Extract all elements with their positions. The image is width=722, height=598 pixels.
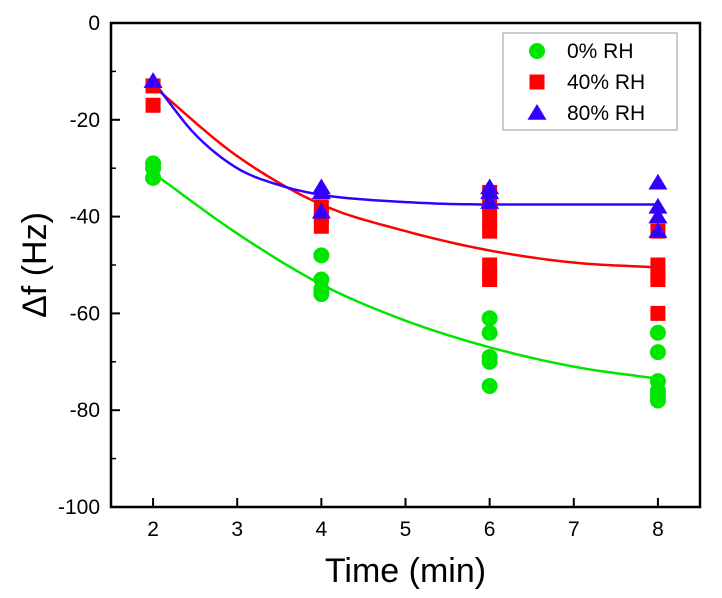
fit-curve-40pct-rh bbox=[152, 84, 658, 269]
data-point-80pct-rh bbox=[480, 183, 500, 200]
x-axis-title: Time (min) bbox=[325, 552, 486, 590]
data-point-80pct-rh bbox=[480, 193, 500, 209]
data-point-0pct-rh bbox=[649, 324, 666, 341]
data-point-40pct-rh bbox=[482, 272, 498, 288]
data-point-0pct-rh bbox=[649, 392, 666, 409]
y-tick-label: 0 bbox=[88, 12, 100, 35]
data-point-80pct-rh bbox=[648, 222, 668, 238]
y-tick-label: -40 bbox=[70, 206, 100, 229]
data-points bbox=[143, 72, 668, 409]
data-point-40pct-rh bbox=[482, 223, 498, 239]
legend: 0% RH 40% RH 80% RH bbox=[502, 32, 678, 131]
x-tick-label: 6 bbox=[484, 518, 496, 541]
x-tick-label: 8 bbox=[652, 518, 664, 541]
data-point-80pct-rh bbox=[648, 197, 668, 214]
legend-label-40pct-rh: 40% RH bbox=[567, 71, 645, 94]
data-point-0pct-rh bbox=[145, 169, 162, 186]
data-point-80pct-rh bbox=[648, 207, 668, 224]
legend-label-80pct-rh: 80% RH bbox=[567, 102, 645, 125]
data-point-80pct-rh bbox=[648, 173, 668, 190]
y-tick-label: -20 bbox=[70, 109, 100, 132]
fit-curve-0pct-rh bbox=[152, 171, 659, 380]
y-tick-label: -60 bbox=[70, 302, 100, 325]
x-tick-label: 7 bbox=[568, 518, 580, 541]
data-point-80pct-rh bbox=[311, 183, 331, 200]
y-tick-label: -100 bbox=[58, 496, 100, 519]
data-point-40pct-rh bbox=[650, 305, 666, 321]
y-tick-label: -80 bbox=[70, 399, 100, 422]
data-point-80pct-rh bbox=[311, 202, 331, 219]
x-tick-label: 2 bbox=[147, 518, 159, 541]
legend-marker-40pct-rh bbox=[529, 74, 545, 90]
data-point-0pct-rh bbox=[313, 286, 330, 303]
x-tick-label: 5 bbox=[400, 518, 412, 541]
legend-marker-80pct-rh bbox=[527, 104, 547, 120]
data-point-0pct-rh bbox=[649, 344, 666, 361]
x-tick-label: 4 bbox=[316, 518, 328, 541]
data-point-40pct-rh bbox=[145, 97, 161, 113]
fit-curve-80pct-rh bbox=[152, 80, 658, 206]
data-point-40pct-rh bbox=[313, 218, 329, 234]
data-point-80pct-rh bbox=[143, 72, 163, 88]
data-point-0pct-rh bbox=[481, 310, 498, 327]
legend-label-0pct-rh: 0% RH bbox=[567, 40, 634, 63]
data-point-0pct-rh bbox=[481, 378, 498, 394]
data-point-0pct-rh bbox=[481, 353, 498, 370]
axis-ticks: 2 3 4 5 6 7 8 0 -20 -40 -60 -80 -100 bbox=[58, 12, 664, 541]
data-point-0pct-rh bbox=[481, 324, 498, 341]
x-tick-label: 3 bbox=[231, 518, 243, 541]
data-point-40pct-rh bbox=[650, 272, 666, 288]
y-axis-title: Δf (Hz) bbox=[16, 212, 54, 318]
data-point-0pct-rh bbox=[313, 247, 330, 264]
legend-marker-0pct-rh bbox=[529, 43, 545, 59]
fit-curves bbox=[152, 80, 659, 380]
